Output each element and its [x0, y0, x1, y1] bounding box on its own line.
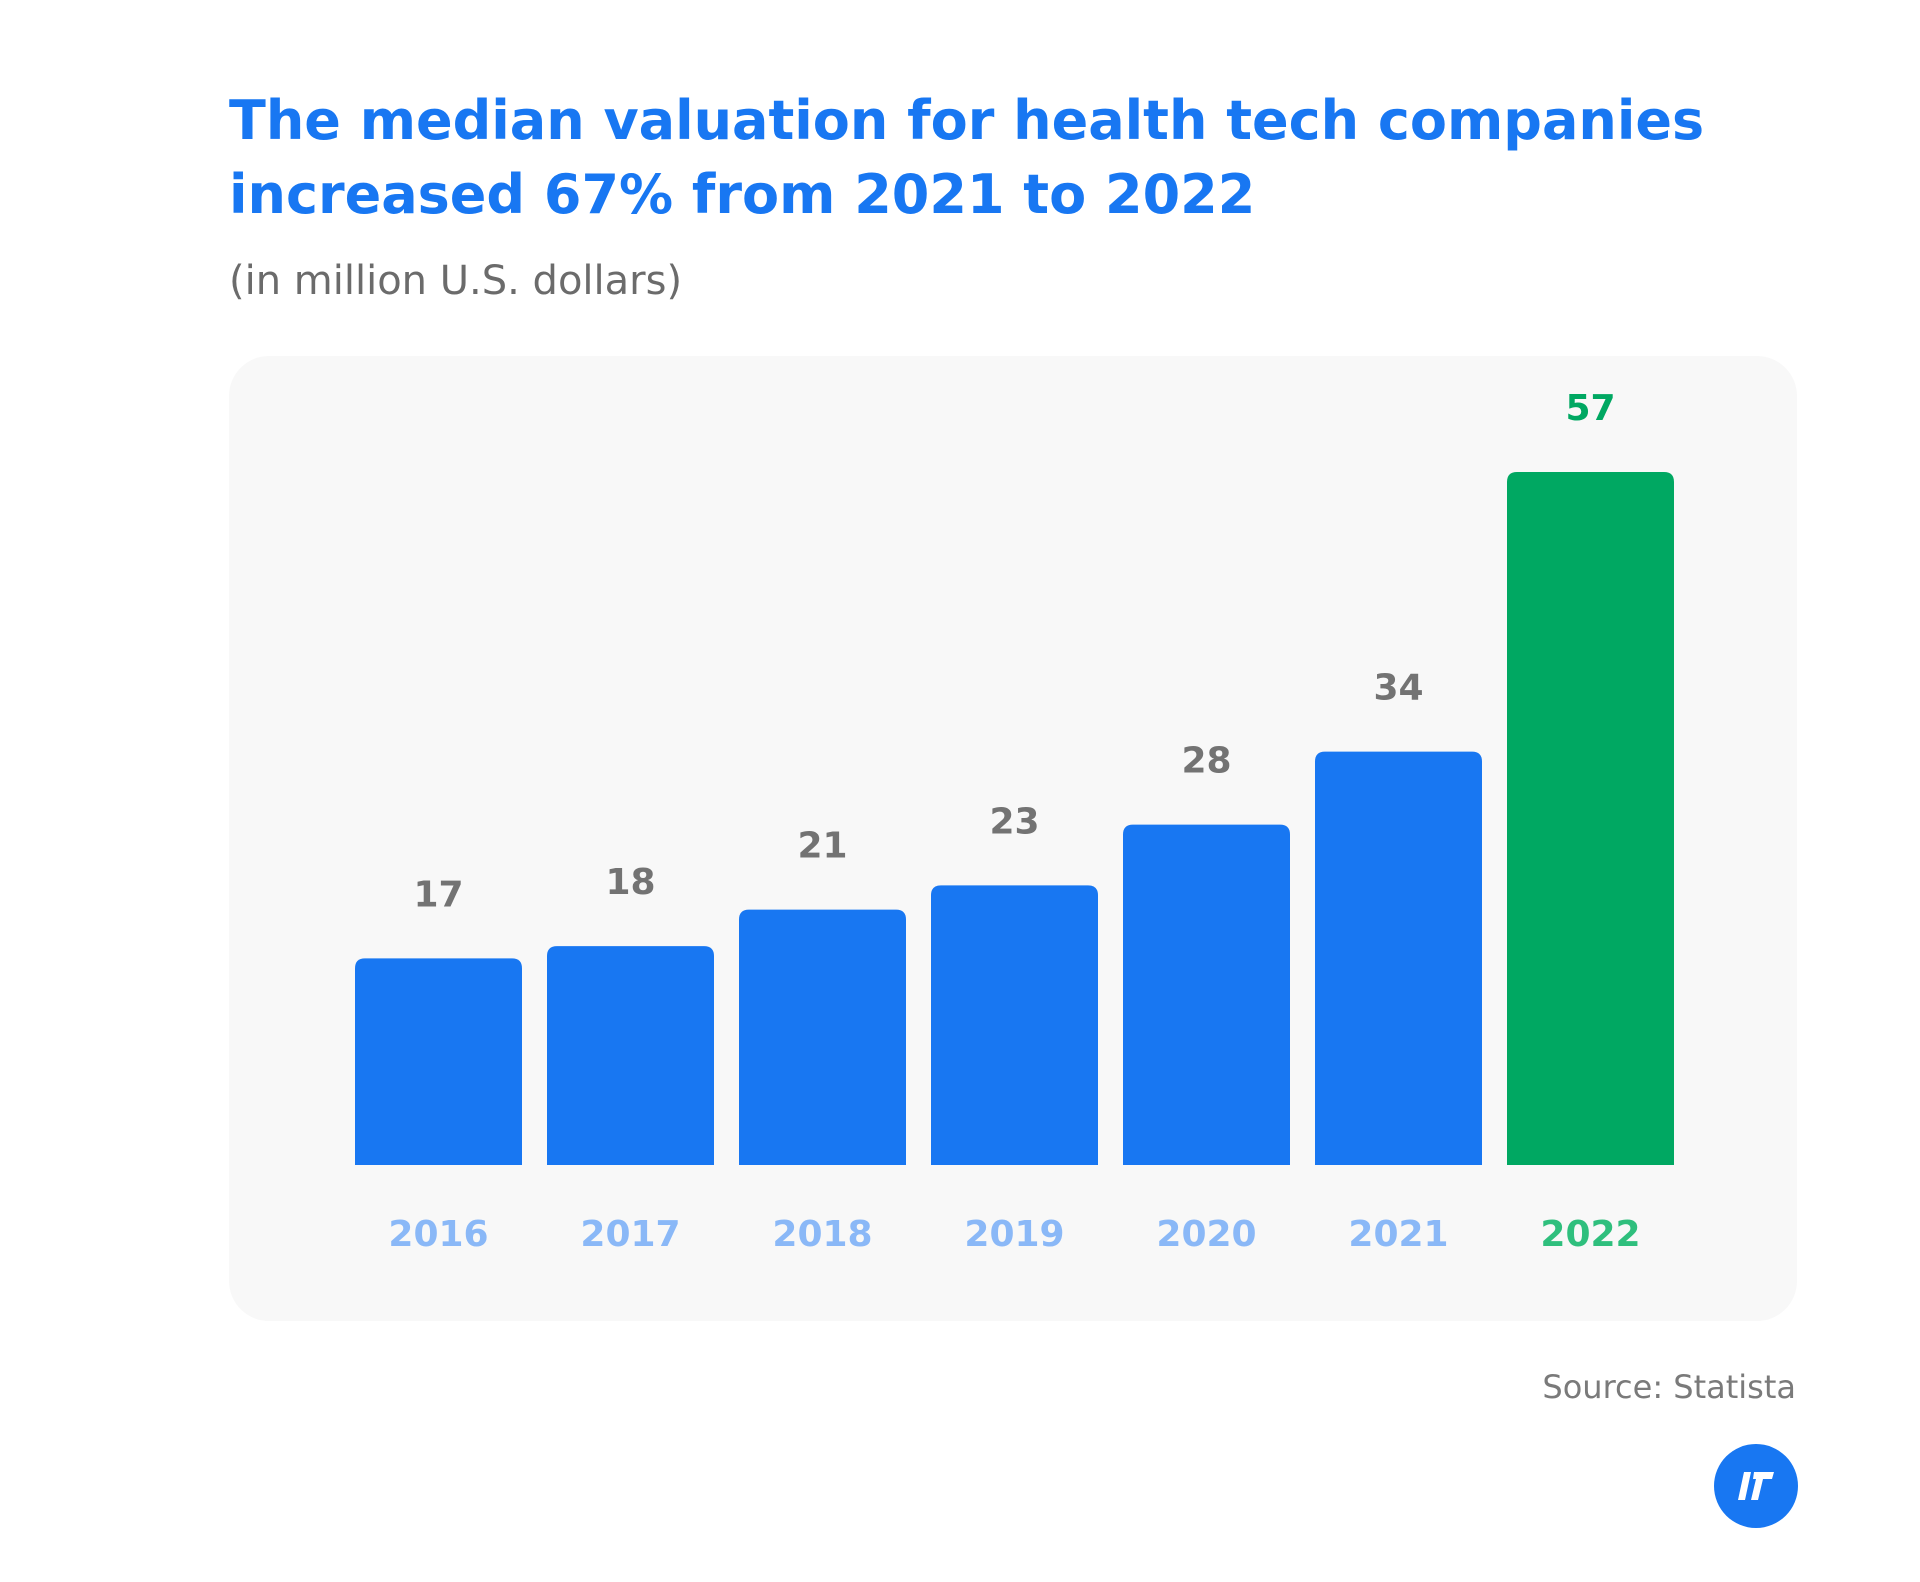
bar-2018 — [739, 909, 906, 1165]
bar-2019 — [931, 885, 1098, 1165]
bars-group — [355, 472, 1674, 1165]
category-label-2017: 2017 — [580, 1214, 680, 1255]
value-labels-group: 17 18 21 23 28 34 57 — [413, 388, 1615, 915]
category-labels-group: 2016 2017 2018 2019 2020 2021 2022 — [388, 1214, 1640, 1255]
value-label-2021: 34 — [1373, 668, 1423, 709]
category-label-2021: 2021 — [1348, 1214, 1448, 1255]
category-label-2020: 2020 — [1156, 1214, 1256, 1255]
brand-logo-icon — [1714, 1444, 1798, 1528]
value-label-2018: 21 — [797, 826, 847, 867]
value-label-2022: 57 — [1565, 388, 1615, 429]
bar-2021 — [1315, 751, 1482, 1165]
chart-title: The median valuation for health tech com… — [229, 89, 1705, 226]
chart-subtitle: (in million U.S. dollars) — [229, 258, 683, 304]
value-label-2019: 23 — [989, 801, 1039, 842]
bar-2020 — [1123, 824, 1290, 1165]
bar-2016 — [355, 958, 522, 1165]
value-label-2020: 28 — [1181, 741, 1231, 782]
category-label-2016: 2016 — [388, 1214, 488, 1255]
bar-2017 — [547, 946, 714, 1165]
value-label-2016: 17 — [413, 874, 463, 915]
category-label-2022: 2022 — [1540, 1214, 1640, 1255]
source-note: Source: Statista — [1542, 1368, 1796, 1406]
bar-2022 — [1507, 472, 1674, 1165]
category-label-2018: 2018 — [772, 1214, 872, 1255]
category-label-2019: 2019 — [964, 1214, 1064, 1255]
value-label-2017: 18 — [605, 862, 655, 903]
